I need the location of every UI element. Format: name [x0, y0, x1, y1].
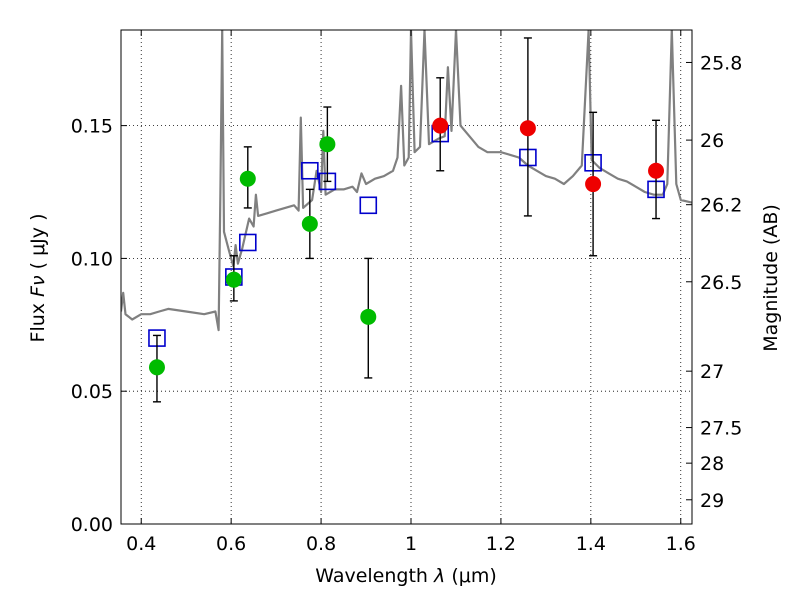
- x-axis-label-symbol: λ: [433, 565, 445, 587]
- x-tick-label: 0.8: [306, 533, 336, 555]
- model-photometry-square: [238, 233, 257, 252]
- observed-flux-point: [239, 170, 256, 187]
- observed-flux-point: [148, 359, 165, 376]
- plot-frame: [120, 29, 693, 525]
- x-tick-label: 1: [405, 533, 417, 555]
- y2-tick-label: 26.2: [700, 195, 742, 217]
- observed-flux-point: [585, 176, 602, 193]
- y-tick-label: 0.00: [71, 514, 113, 536]
- observed-flux-point: [519, 120, 536, 137]
- observed-flux-point: [225, 271, 242, 288]
- model-spectrum-line: [121, 30, 692, 332]
- x-axis-label-text: Wavelength: [315, 565, 428, 587]
- y-axis-label-unit: ( μJy ): [27, 214, 49, 270]
- x-tick-label: 1.6: [666, 533, 696, 555]
- ticks: 0.4 0.6 0.8 1 1.2 1.4 1.6 0.00 0.05 0.10 0.15 25.8 2…: [71, 30, 742, 555]
- observed-flux-point: [301, 215, 318, 232]
- observed-flux-point: [360, 308, 377, 325]
- y-tick-label: 0.15: [71, 116, 113, 138]
- y-axis-label-symbol: Fν: [27, 275, 49, 297]
- y2-tick-label: 26.5: [700, 272, 742, 294]
- y2-tick-label: 27.5: [700, 418, 742, 440]
- x-axis-label: Wavelength λ (μm): [315, 565, 496, 587]
- x-tick-label: 0.6: [216, 533, 246, 555]
- y2-tick-label: 25.8: [700, 52, 742, 74]
- observed-flux-point: [648, 162, 665, 179]
- y2-tick-label: 28: [700, 453, 724, 475]
- model-photometry-square: [301, 161, 319, 180]
- y-tick-label: 0.10: [71, 248, 113, 270]
- plot-area: [121, 30, 692, 403]
- y-axis-label-text: Flux: [27, 303, 49, 343]
- y2-axis-label: Magnitude (AB): [760, 204, 782, 352]
- model-photometry-square: [359, 196, 378, 215]
- y-tick-label: 0.05: [71, 381, 113, 403]
- observed-flux-point: [319, 136, 336, 153]
- x-tick-label: 1.4: [576, 533, 606, 555]
- observed-flux-point: [432, 117, 449, 134]
- x-axis-label-unit: (μm): [451, 565, 496, 587]
- y2-tick-label: 26: [700, 130, 724, 152]
- x-tick-label: 1.2: [486, 533, 516, 555]
- grid: [121, 30, 692, 524]
- y-axis-label: Flux Fν ( μJy ): [27, 214, 49, 343]
- y2-tick-label: 27: [700, 361, 724, 383]
- x-tick-label: 0.4: [126, 533, 156, 555]
- y2-tick-label: 29: [700, 490, 724, 512]
